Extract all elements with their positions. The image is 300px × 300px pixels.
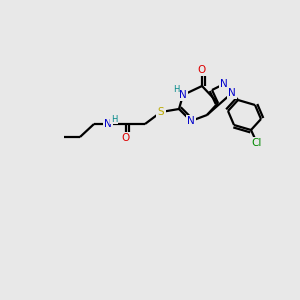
Text: N: N xyxy=(187,116,195,126)
Text: H: H xyxy=(111,115,117,124)
Text: O: O xyxy=(198,65,206,75)
Text: N: N xyxy=(228,88,236,98)
Text: N: N xyxy=(104,119,112,129)
Text: O: O xyxy=(122,133,130,143)
Text: N: N xyxy=(220,79,228,89)
Text: N: N xyxy=(179,90,187,100)
Text: Cl: Cl xyxy=(252,138,262,148)
Text: S: S xyxy=(158,107,164,117)
Text: H: H xyxy=(173,85,179,94)
